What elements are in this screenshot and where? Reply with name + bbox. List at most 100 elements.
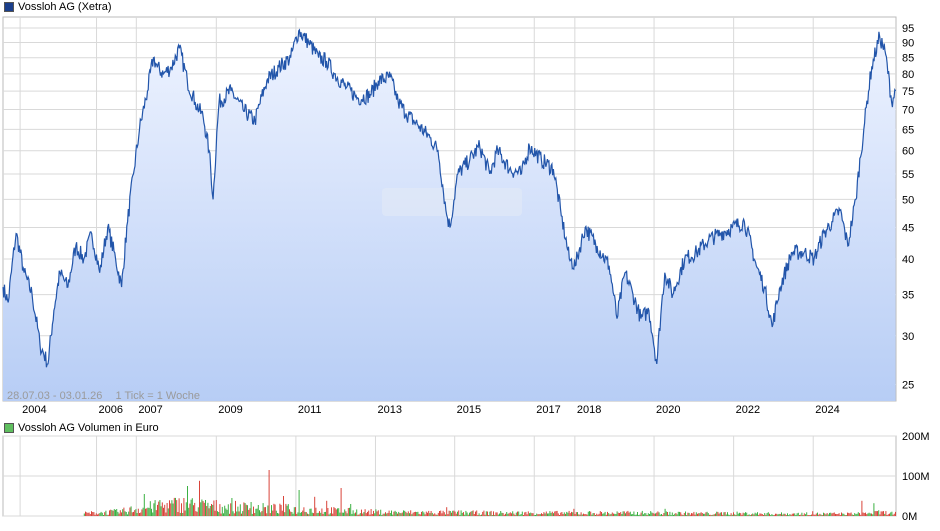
volume-bar [273,503,275,516]
volume-bar [881,511,883,516]
volume-bar [131,512,133,516]
volume-bar [777,514,779,516]
volume-bar [569,513,571,516]
volume-bar [575,512,577,516]
volume-bar [274,504,276,516]
volume-bar [511,513,512,516]
volume-bar [196,511,198,516]
volume-bar [299,512,301,516]
volume-bar [484,514,486,516]
volume-bar [488,515,490,516]
volume-bar [98,513,100,516]
volume-bar [831,513,833,516]
volume-bar [829,512,830,516]
volume-bar [665,511,667,516]
volume-bar [424,514,426,516]
volume-bar [539,514,541,516]
volume-bar [686,515,688,516]
volume-bar [749,515,751,516]
volume-bar [853,515,854,516]
volume-bar [563,512,565,516]
volume-bar [827,514,829,516]
volume-bar [766,513,768,516]
volume-bar [355,512,356,516]
volume-bar [502,513,504,516]
volume-bar [404,510,406,516]
volume-bar [779,514,781,516]
volume-bar [298,490,300,516]
volume-bar [110,509,112,516]
volume-bar [427,512,428,516]
volume-bar [571,511,572,516]
volume-bar [865,512,866,516]
volume-bar [529,513,530,516]
volume-bar [319,511,320,516]
volume-bar [703,513,704,516]
volume-bar [421,511,422,516]
volume-bar [199,480,200,516]
volume-bar [374,513,376,516]
volume-bar [321,508,323,516]
volume-bar [375,509,377,516]
volume-bar [542,514,544,516]
price-legend-swatch [4,2,14,12]
volume-bar [313,513,314,516]
volume-bar [632,514,634,516]
volume-bar [212,504,214,516]
volume-bar [332,513,334,516]
volume-bar [753,514,755,516]
volume-bar [267,505,269,516]
volume-bar [139,513,140,516]
volume-bar [849,513,851,516]
volume-bar [341,512,343,516]
x-tick-label: 2013 [377,404,401,416]
volume-bar [105,510,107,516]
volume-bar [820,514,822,516]
volume-bar [799,515,800,516]
volume-bar [223,513,224,516]
volume-bar [160,506,162,516]
volume-bar [423,512,425,516]
volume-bar [495,512,497,516]
volume-bar [658,512,660,516]
volume-bar [193,505,194,516]
volume-bar [275,510,277,516]
volume-bar [514,514,516,516]
volume-bar [406,513,408,516]
volume-bar [87,512,89,516]
volume-bar [400,513,402,516]
volume-bar [733,512,734,516]
volume-bar [461,512,463,516]
volume-bar [237,506,239,516]
volume-bar [104,512,106,516]
volume-bar [136,513,138,516]
x-tick-label: 2007 [138,404,162,416]
volume-bar [889,513,890,516]
volume-bar [173,497,175,516]
volume-bar [525,511,527,516]
volume-bar [117,511,119,516]
volume-bar [885,511,887,516]
volume-bar [879,514,881,516]
volume-bar [440,510,442,516]
volume-bar [350,504,352,516]
volume-bar [265,507,266,516]
volume-bar [230,503,232,516]
volume-bar [825,514,827,516]
volume-bar [832,512,834,516]
volume-bar [677,511,679,516]
volume-bar [386,513,388,516]
volume-bar [242,511,244,516]
volume-bar [122,509,124,516]
volume-bar [107,514,109,516]
volume-bar [521,511,523,516]
volume-bar [572,512,574,516]
volume-bar [277,513,278,516]
volume-bar [362,513,364,516]
volume-bar [142,507,144,516]
volume-bar [280,504,282,516]
volume-bar [505,513,506,516]
volume-bar [669,511,671,516]
volume-bar [802,515,804,516]
volume-bar [284,512,286,516]
